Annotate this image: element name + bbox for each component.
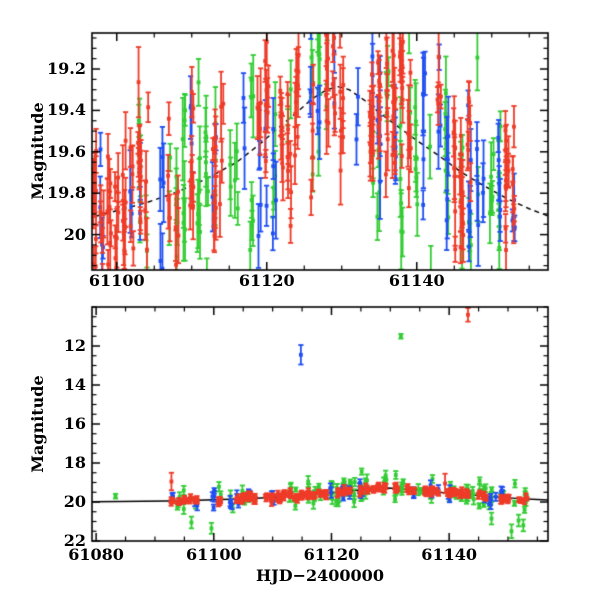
y-tick-label: 20 [63,224,86,244]
x-tick-label: 61120 [238,271,295,290]
x-tick-label: 61080 [68,545,124,564]
y-tick-label: 20 [63,492,86,511]
x-tick-label: 61100 [185,545,242,564]
x-tick-label: 61100 [88,271,145,290]
x-axis-title: HJD−2400000 [256,566,384,585]
y-tick-label: 22 [63,531,86,550]
bottom-panel-y-axis-title: Magnitude [28,375,47,473]
x-tick-label: 61140 [421,545,477,564]
x-tick-label: 61140 [388,271,445,290]
y-tick-label: 19.4 [47,100,86,120]
y-tick-label: 19.6 [47,141,86,161]
y-tick-label: 16 [63,414,86,433]
y-tick-label: 18 [63,453,86,472]
y-tick-label: 19.8 [47,183,86,203]
y-tick-label: 12 [63,336,86,355]
x-tick-label: 61120 [303,545,360,564]
y-tick-label: 14 [63,375,86,394]
top-panel-y-axis-title: Magnitude [28,102,47,200]
y-tick-label: 19.2 [47,59,86,79]
